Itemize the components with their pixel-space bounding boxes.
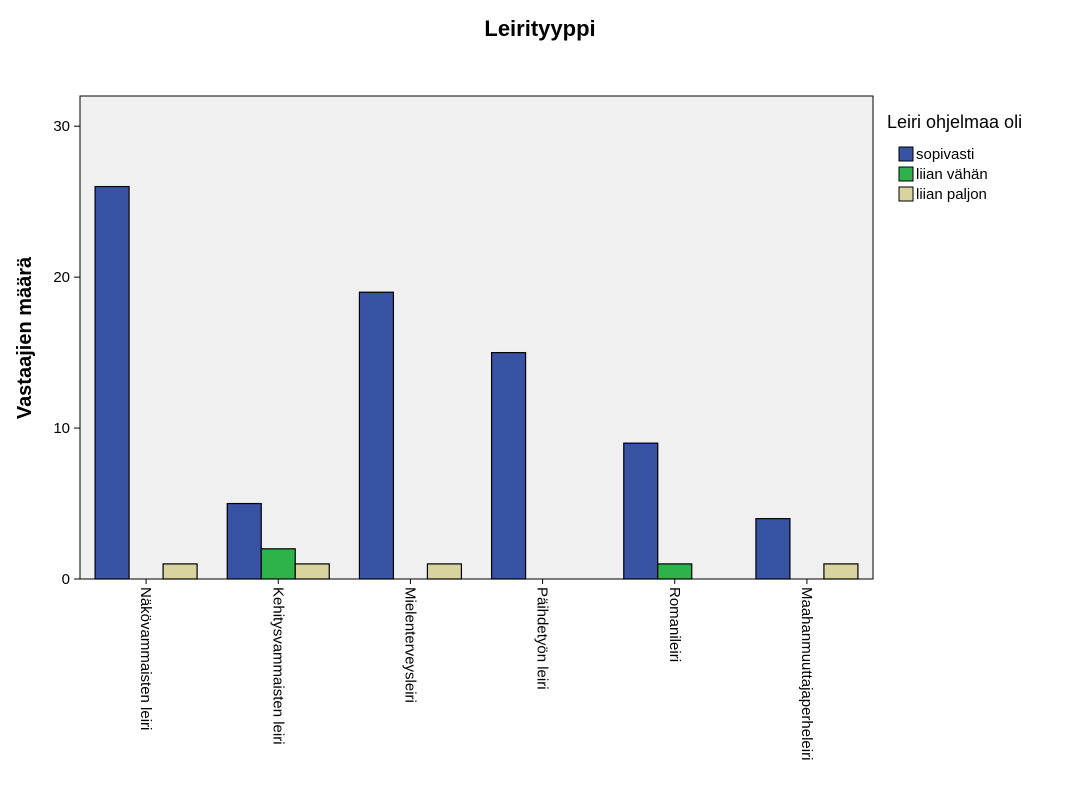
bar-sopivasti-2 — [358, 291, 395, 580]
y-tick-label: 30 — [53, 118, 70, 135]
y-tick-label: 20 — [53, 269, 70, 286]
bar-liian-vähän-1 — [260, 548, 296, 580]
x-axis-labels: Näkövammaisten leiri Kehitysvammaisten le… — [137, 579, 815, 760]
bar-sopivasti-1 — [226, 502, 262, 580]
x-tick-label: Näkövammaisten leiri — [137, 587, 154, 730]
plot-area — [79, 95, 874, 580]
legend-swatch — [898, 186, 914, 202]
bar-liian-paljon-2 — [426, 563, 463, 580]
bar-sopivasti-5 — [755, 518, 791, 580]
bar-sopivasti-0 — [94, 185, 130, 580]
bars — [94, 185, 859, 580]
y-axis-label: Vastaajien määrä — [14, 256, 36, 419]
legend-title: Leiri ohjelmaa oli — [887, 112, 1022, 132]
legend-swatch — [898, 146, 914, 162]
bar-liian-paljon-0 — [162, 563, 198, 580]
x-tick-label: Romanileiri — [666, 587, 683, 662]
legend-swatch — [898, 166, 914, 182]
bar-sopivasti-3 — [490, 351, 527, 580]
legend: Leiri ohjelmaa oli sopivasti liian vähän l… — [887, 112, 1022, 203]
x-tick-label: Mielenterveysleiri — [401, 587, 418, 703]
y-tick-label: 0 — [62, 571, 70, 588]
x-tick-label: Päihdetyön leiri — [534, 587, 551, 690]
chart-title: Leirityyppi — [484, 16, 595, 41]
legend-label: liian paljon — [916, 186, 987, 203]
bar-sopivasti-4 — [623, 442, 659, 580]
bar-liian-paljon-1 — [294, 563, 330, 580]
x-tick-label: Maahanmuuttajaperheleiri — [798, 587, 815, 760]
y-axis: 0 10 20 30 — [53, 118, 80, 588]
bar-liian-paljon-5 — [823, 563, 859, 580]
legend-label: liian vähän — [916, 166, 988, 183]
x-tick-label: Kehitysvammaisten leiri — [269, 587, 286, 745]
legend-label: sopivasti — [916, 146, 974, 163]
y-tick-label: 10 — [53, 420, 70, 437]
bar-liian-vähän-4 — [657, 563, 693, 580]
